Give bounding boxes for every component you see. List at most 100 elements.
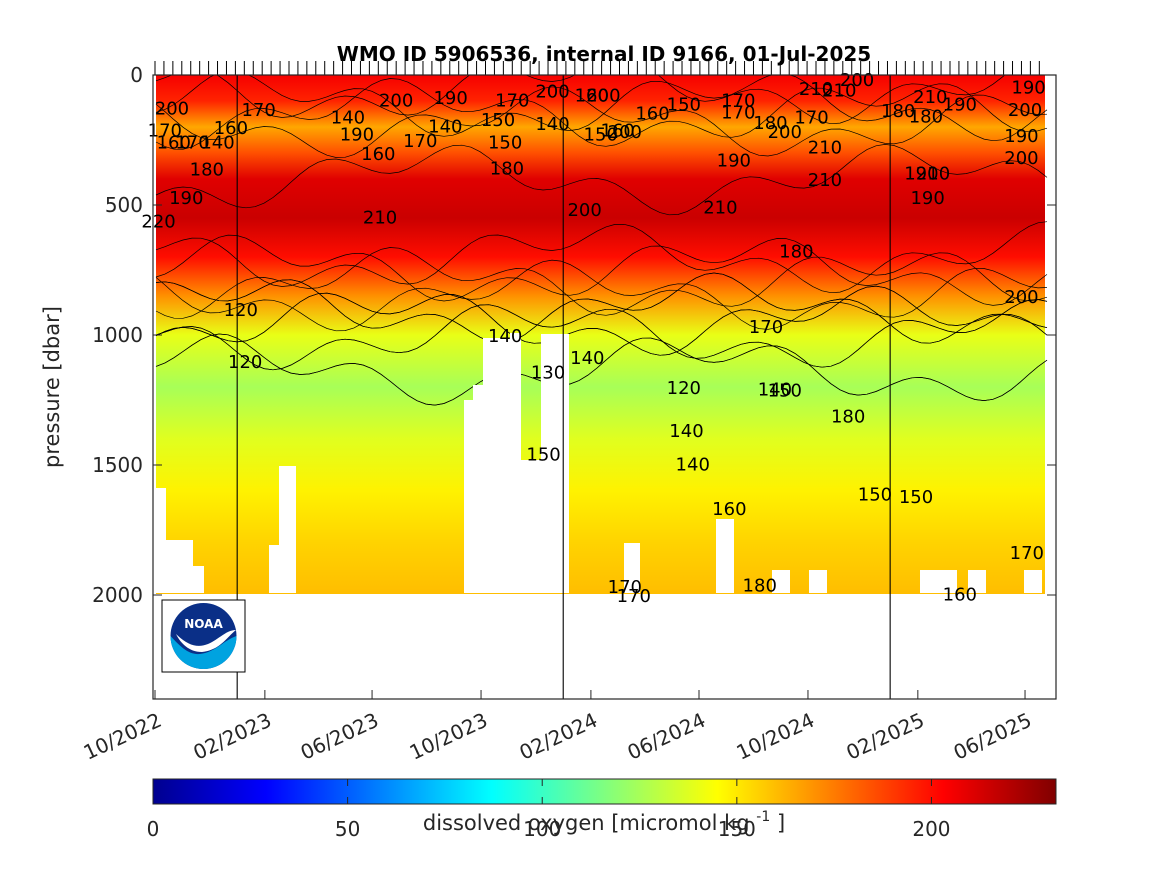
- gap-block: [541, 334, 569, 593]
- contour-label: 200: [608, 122, 642, 143]
- chart-title: WMO ID 5906536, internal ID 9166, 01-Jul…: [337, 42, 871, 66]
- gap-block: [510, 333, 521, 593]
- contour-label: 150: [481, 110, 515, 131]
- contour-label: 190: [943, 95, 977, 116]
- contour-label: 120: [667, 378, 701, 399]
- y-tick-label: 500: [105, 193, 143, 217]
- contour-label: 180: [190, 160, 224, 181]
- contour-line: [155, 333, 1048, 406]
- contour-label: 170: [403, 131, 437, 152]
- colorbar-tick-label: 200: [912, 817, 950, 841]
- x-axis: 10/2022 02/2023 06/2023 10/2023 02/2024 06/20…: [80, 690, 1035, 765]
- contour-label: 140: [676, 455, 710, 476]
- contour-line: [155, 247, 1048, 319]
- contour-label: 150: [488, 132, 522, 153]
- oxygen-field: [155, 75, 1048, 595]
- contour-label: 160: [361, 144, 395, 165]
- logo-text: NOAA: [184, 617, 223, 631]
- gap-block: [772, 570, 790, 593]
- gap-block: [473, 385, 510, 593]
- contour-label: 140: [758, 379, 792, 400]
- contour-label: 130: [531, 362, 565, 383]
- contour-label: 160: [635, 104, 669, 125]
- contour-label: 150: [584, 125, 618, 146]
- contour-line: [155, 78, 1048, 150]
- contour-label: 180: [490, 158, 524, 179]
- contour-label: 190: [904, 164, 938, 185]
- contour-label: 210: [703, 197, 737, 218]
- colorbar-label: dissolved oxygen [micromol kg -1 ]: [423, 802, 785, 835]
- colorbar-tick-label: 150: [718, 817, 756, 841]
- colorbar-tick-label: 100: [523, 817, 561, 841]
- contour-label: 170: [721, 102, 755, 123]
- gap-block: [166, 540, 193, 593]
- contour-label: 210: [808, 170, 842, 191]
- contour-label: 210: [916, 164, 950, 185]
- contour-label: 170: [1010, 543, 1044, 564]
- contour-label: 170: [721, 91, 755, 112]
- contour-line: [155, 75, 1048, 142]
- gap-block: [1024, 570, 1042, 593]
- contour-line: [155, 75, 1006, 125]
- contour-label: 150: [667, 95, 701, 116]
- contour-label: 140: [428, 117, 462, 138]
- colorbar-tick-label: 0: [147, 817, 160, 841]
- colorbar-ticks: 0 50 100 150 200: [147, 779, 951, 841]
- contour-label: 210: [822, 80, 856, 101]
- contour-label: 150: [768, 381, 802, 402]
- x-tick-label: 06/2024: [624, 708, 709, 765]
- year-separator-lines: [236, 75, 891, 699]
- x-tick-label: 10/2022: [80, 708, 165, 765]
- contour-label: 140: [331, 108, 365, 129]
- contour-label: 170: [241, 100, 275, 121]
- gap-block: [269, 545, 279, 593]
- contour-label: 180: [831, 407, 865, 428]
- y-tick-label: 0: [130, 63, 143, 87]
- x-tick-label: 02/2025: [842, 708, 927, 765]
- contour-label: 180: [909, 106, 943, 127]
- contour-line: [155, 144, 1048, 216]
- contour-label: 190: [340, 125, 374, 146]
- x-tick-label: 10/2023: [406, 708, 491, 765]
- colorbar: [152, 778, 1057, 805]
- contour-label: 170: [495, 91, 529, 112]
- contour-label: 200: [1004, 287, 1038, 308]
- contour-line: [155, 86, 1048, 158]
- gap-block: [624, 543, 640, 593]
- contour-label: 170: [608, 577, 642, 598]
- contour-label: 180: [881, 101, 915, 122]
- contour-label: 160: [214, 118, 248, 139]
- x-tick-label: 06/2025: [950, 708, 1035, 765]
- contour-label: 210: [808, 138, 842, 159]
- contour-line: [155, 299, 1048, 371]
- x-tick-label: 06/2023: [297, 708, 382, 765]
- x-tick-label: 02/2024: [516, 708, 601, 765]
- gap-block: [716, 519, 734, 593]
- contour-label: 150: [858, 485, 892, 506]
- contour-label: 180: [753, 113, 787, 134]
- profile-tick-marks: [154, 61, 1040, 75]
- contour-label: 140: [200, 132, 234, 153]
- contour-label: 210: [913, 87, 947, 108]
- contour-label: 180: [779, 242, 813, 263]
- contour-label: 200: [1008, 100, 1042, 121]
- gap-block: [521, 460, 541, 593]
- contour-label: 190: [433, 88, 467, 109]
- contour-label: 190: [1011, 78, 1045, 99]
- contour-label: 200: [586, 86, 620, 107]
- contour-label: 200: [155, 99, 189, 120]
- contour-label: 170: [749, 317, 783, 338]
- contour-label: 190: [169, 188, 203, 209]
- gap-block: [809, 570, 827, 593]
- contour-label: 160: [712, 499, 746, 520]
- y-tick-label: 1000: [92, 323, 143, 347]
- contour-label: 210: [363, 208, 397, 229]
- contour-label: 190: [910, 188, 944, 209]
- contour-label: 140: [535, 114, 569, 135]
- logo-gull: [176, 630, 236, 652]
- y-tick-label: 1500: [92, 453, 143, 477]
- contour-label: 160: [157, 132, 191, 153]
- colorbar-label-end: ]: [777, 811, 785, 835]
